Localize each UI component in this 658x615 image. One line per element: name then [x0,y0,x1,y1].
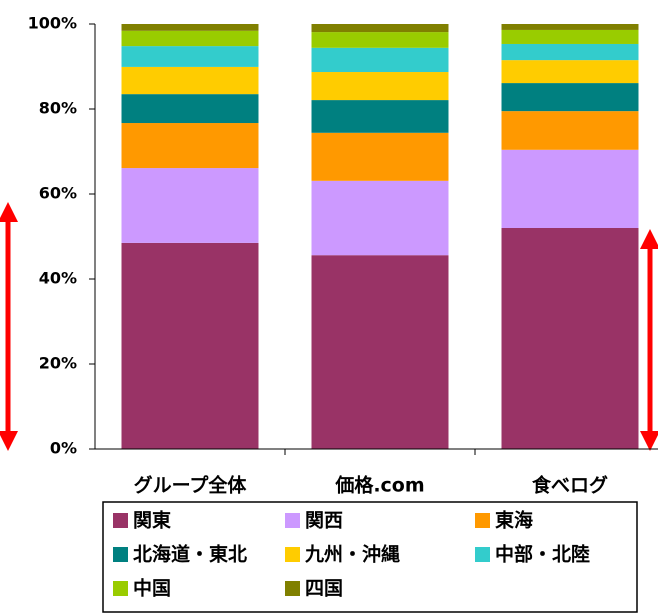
bar-segment [501,60,639,84]
legend-swatch [475,513,490,528]
bar-segment [311,72,449,101]
bar-segment [311,24,449,33]
legend-label: 四国 [305,578,343,600]
legend-swatch [285,547,300,562]
legend-swatch [285,581,300,596]
y-tick-label: 0% [50,439,77,458]
bar-segment [501,83,639,112]
x-tick-label: 価格.com [334,474,424,497]
bar-segment [311,32,449,48]
bar-segment [311,47,449,73]
bar-segment [501,29,639,44]
legend-label: 東海 [495,509,533,532]
legend-label: 中部・北陸 [495,543,590,566]
legend-swatch [113,581,128,596]
legend-label: 北海道・東北 [133,543,247,566]
y-tick-label: 20% [39,354,77,373]
legend-label: 関西 [305,510,343,532]
bar-segment [311,100,449,133]
legend-label: 九州・沖縄 [304,543,400,566]
y-tick-label: 40% [39,269,77,288]
bar-segment [121,168,259,243]
legend-label: 中国 [133,577,171,600]
bar-segment [121,123,259,169]
bar-segment [311,180,449,256]
legend-box [102,501,638,613]
legend-swatch [113,513,128,528]
bar-segment [121,46,259,67]
legend-swatch [475,547,490,562]
bar-segment [501,43,639,61]
x-tick-label: 食べログ [532,474,608,497]
bar-segment [311,255,449,449]
bar-segment [501,111,639,150]
bar-segment [121,30,259,47]
y-tick-label: 100% [28,14,77,33]
bar-segment [121,66,259,95]
legend-swatch [285,513,300,528]
bar-segment [501,228,639,449]
bar-segment [121,94,259,124]
legend-swatch [113,547,128,562]
bar-segment [311,132,449,181]
bar-segment [121,242,259,449]
bar-segment [501,149,639,228]
y-tick-label: 80% [39,99,77,118]
bar-segment [121,24,259,31]
legend-label: 関東 [133,509,171,532]
x-tick-label: グループ全体 [134,474,248,497]
y-tick-label: 60% [39,184,77,203]
bar-segment [501,24,639,30]
